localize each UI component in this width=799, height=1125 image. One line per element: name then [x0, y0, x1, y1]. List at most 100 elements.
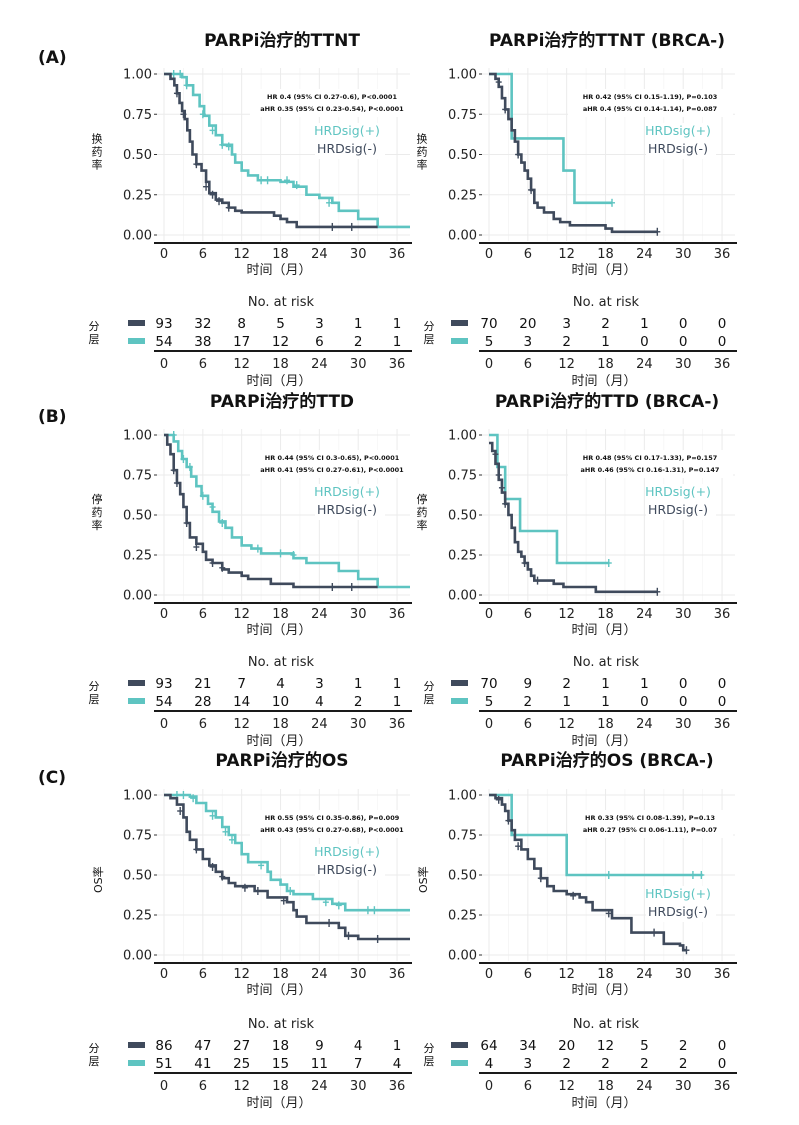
risk-x-tick-label: 12 — [233, 717, 250, 732]
y-tick-label: 0.50 — [123, 869, 152, 884]
legend-hrd-neg: HRDsig(-) — [317, 141, 377, 156]
risk-x-tick-label: 24 — [636, 1079, 653, 1094]
risk-count: 32 — [194, 316, 211, 332]
risk-x-tick-label: 36 — [714, 717, 731, 732]
risk-count: 1 — [354, 316, 363, 332]
risk-count: 27 — [233, 1038, 250, 1054]
risk-legend-swatch — [451, 680, 468, 686]
legend-box — [315, 484, 385, 520]
y-axis-label-char: 率 — [92, 158, 103, 172]
legend-hrd-pos: HRDsig(+) — [314, 484, 380, 499]
risk-count: 1 — [640, 676, 649, 692]
risk-strata-label-char: 分 — [424, 1042, 435, 1055]
x-tick-label: 24 — [311, 607, 328, 622]
y-tick-label: 0.00 — [123, 949, 152, 964]
y-tick-label: 0.75 — [123, 829, 152, 844]
y-axis-label-char: 率 — [417, 518, 428, 532]
hr-stat-text: aHR 0.35 (95% CI 0.23-0.54), P<0.0001 — [260, 105, 404, 113]
x-tick-label: 6 — [199, 247, 207, 262]
risk-count: 2 — [524, 694, 533, 710]
risk-legend-swatch — [451, 320, 468, 326]
y-axis-label-char: 率 — [92, 518, 103, 532]
risk-x-tick-label: 36 — [389, 1079, 406, 1094]
risk-x-tick-label: 30 — [350, 357, 367, 372]
y-tick-label: 0.75 — [448, 469, 477, 484]
risk-x-tick-label: 0 — [160, 1079, 168, 1094]
risk-legend-swatch — [451, 338, 468, 344]
risk-count: 28 — [194, 694, 211, 710]
legend-hrd-neg: HRDsig(-) — [648, 141, 708, 156]
risk-count: 47 — [194, 1038, 211, 1054]
x-tick-label: 0 — [160, 247, 168, 262]
y-tick-label: 0.50 — [448, 869, 477, 884]
x-tick-label: 36 — [389, 967, 406, 982]
risk-strata-label-char: 层 — [89, 693, 100, 706]
risk-count: 5 — [276, 316, 285, 332]
x-tick-label: 36 — [714, 247, 731, 262]
hr-stat-text: aHR 0.46 (95% CI 0.16-1.31), P=0.147 — [581, 466, 720, 474]
y-tick-label: 0.00 — [123, 229, 152, 244]
x-tick-label: 30 — [675, 247, 692, 262]
risk-x-axis-label: 时间（月） — [571, 1096, 636, 1111]
risk-strata-label-char: 层 — [89, 333, 100, 346]
legend-hrd-neg: HRDsig(-) — [648, 904, 708, 919]
risk-count: 18 — [272, 1038, 289, 1054]
risk-count: 2 — [562, 334, 571, 350]
y-axis-label-char: 药 — [92, 506, 103, 519]
risk-x-axis-label: 时间（月） — [571, 734, 636, 749]
risk-table-title: No. at risk — [573, 1017, 640, 1032]
x-tick-label: 36 — [389, 247, 406, 262]
y-axis-label-char: 换 — [417, 132, 428, 146]
risk-x-tick-label: 6 — [524, 1079, 532, 1094]
risk-count: 21 — [194, 676, 211, 692]
legend-box — [646, 484, 716, 520]
risk-x-tick-label: 6 — [199, 717, 207, 732]
legend-hrd-pos: HRDsig(+) — [314, 123, 380, 138]
y-tick-label: 0.00 — [123, 589, 152, 604]
x-tick-label: 36 — [714, 607, 731, 622]
risk-count: 6 — [315, 334, 324, 350]
y-tick-label: 1.00 — [123, 68, 152, 83]
risk-x-tick-label: 30 — [675, 717, 692, 732]
risk-x-tick-label: 0 — [160, 357, 168, 372]
risk-count: 12 — [597, 1038, 614, 1054]
risk-count: 3 — [524, 1056, 533, 1072]
panel-label-c: (C) — [38, 768, 67, 788]
risk-count: 5 — [640, 1038, 649, 1054]
legend-box — [646, 123, 716, 159]
y-axis-label-char: 药 — [417, 506, 428, 519]
x-tick-label: 18 — [597, 247, 614, 262]
risk-count: 4 — [485, 1056, 494, 1072]
risk-legend-swatch — [451, 1060, 468, 1066]
hr-stat-text: HR 0.44 (95% CI 0.3-0.65), P<0.0001 — [265, 454, 400, 462]
km-curve-hrd-neg — [164, 72, 378, 229]
x-tick-label: 6 — [524, 247, 532, 262]
risk-x-tick-label: 18 — [597, 357, 614, 372]
risk-count: 0 — [718, 334, 727, 350]
y-tick-label: 0.50 — [123, 509, 152, 524]
x-tick-label: 12 — [558, 607, 575, 622]
risk-count: 70 — [480, 676, 497, 692]
risk-count: 1 — [393, 676, 402, 692]
risk-count: 15 — [272, 1056, 289, 1072]
x-tick-label: 6 — [524, 607, 532, 622]
risk-x-axis-label: 时间（月） — [246, 734, 311, 749]
risk-count: 0 — [718, 1056, 727, 1072]
y-tick-label: 0.25 — [123, 909, 152, 924]
risk-count: 0 — [718, 694, 727, 710]
x-axis-label: 时间（月） — [571, 983, 636, 998]
risk-x-tick-label: 24 — [311, 717, 328, 732]
x-tick-label: 30 — [350, 967, 367, 982]
x-tick-label: 0 — [485, 967, 493, 982]
legend-box — [315, 844, 385, 880]
risk-count: 70 — [480, 316, 497, 332]
risk-count: 7 — [354, 1056, 363, 1072]
y-axis-label-char: 药 — [417, 146, 428, 159]
risk-legend-swatch — [128, 338, 145, 344]
risk-x-tick-label: 6 — [524, 357, 532, 372]
risk-table-title: No. at risk — [573, 295, 640, 310]
risk-count: 20 — [558, 1038, 575, 1054]
x-axis-label: 时间（月） — [246, 263, 311, 278]
y-tick-label: 1.00 — [448, 68, 477, 83]
